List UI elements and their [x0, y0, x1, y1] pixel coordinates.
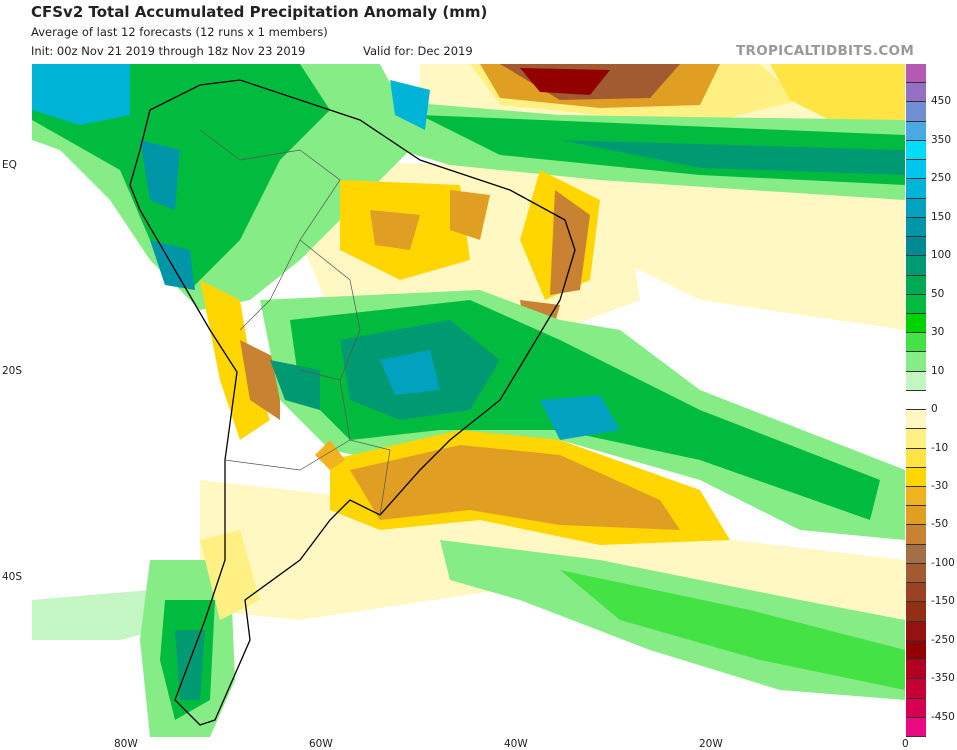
colorbar-label: -250 [931, 633, 955, 646]
colorbar-label: 30 [931, 326, 945, 339]
colorbar-label: -350 [931, 672, 955, 685]
colorbar [906, 64, 926, 737]
colorbar-label: 0 [931, 403, 938, 416]
colorbar-segment [906, 467, 926, 488]
colorbar-label: 450 [931, 95, 952, 108]
colorbar-segment [906, 237, 926, 257]
colorbar-segment [906, 544, 926, 564]
colorbar-label: 10 [931, 364, 945, 377]
colorbar-label: -450 [931, 710, 955, 723]
valid-time: Valid for: Dec 2019 [363, 44, 473, 58]
map-title: CFSv2 Total Accumulated Precipitation An… [31, 3, 488, 21]
colorbar-segment [906, 217, 926, 238]
colorbar-segment [906, 717, 926, 737]
colorbar-segment [906, 583, 926, 603]
colorbar-label: 150 [931, 210, 952, 223]
lon-label-80w: 80W [114, 738, 138, 750]
colorbar-segment [906, 487, 926, 507]
colorbar-label: -30 [931, 480, 949, 493]
colorbar-segment [906, 179, 926, 199]
colorbar-segment [906, 371, 926, 391]
colorbar-segment [906, 525, 926, 545]
colorbar-segment [906, 160, 926, 180]
colorbar-segment [906, 102, 926, 122]
colorbar-segment [906, 698, 926, 718]
colorbar-segment [906, 410, 926, 430]
colorbar-segment [906, 602, 926, 622]
south-america-coastline [129, 79, 576, 726]
lon-label-0: 0 [902, 738, 909, 750]
colorbar-segment [906, 83, 926, 103]
colorbar-segment [906, 64, 926, 84]
colorbar-segment [906, 313, 926, 334]
lat-label-eq: EQ [2, 159, 17, 171]
colorbar-segment [906, 448, 926, 468]
lat-label-20s: 20S [2, 365, 23, 377]
colorbar-segment [906, 640, 926, 661]
colorbar-label: -150 [931, 595, 955, 608]
colorbar-segment [906, 140, 926, 161]
colorbar-label: 100 [931, 249, 952, 262]
colorbar-segment [906, 294, 926, 314]
colorbar-segment [906, 275, 926, 295]
watermark: TROPICALTIDBITS.COM [736, 43, 915, 59]
init-time: Init: 00z Nov 21 2019 through 18z Nov 23… [31, 44, 306, 58]
country-borders [199, 129, 391, 516]
colorbar-segment [906, 198, 926, 218]
colorbar-label: 350 [931, 133, 952, 146]
anomaly-field [32, 64, 905, 737]
colorbar-segment [906, 660, 926, 680]
colorbar-segment [906, 506, 926, 526]
lat-label-40s: 40S [2, 571, 23, 583]
colorbar-segment [906, 679, 926, 699]
colorbar-segment [906, 621, 926, 641]
lon-label-20w: 20W [699, 738, 723, 750]
colorbar-segment [906, 390, 926, 411]
lon-label-60w: 60W [309, 738, 333, 750]
colorbar-segment [906, 121, 926, 141]
lon-label-40w: 40W [504, 738, 528, 750]
colorbar-segment [906, 333, 926, 353]
colorbar-segment [906, 563, 926, 584]
colorbar-label: 250 [931, 172, 952, 185]
precipitation-anomaly-map [32, 64, 905, 737]
colorbar-label: -10 [931, 441, 949, 454]
colorbar-segment [906, 429, 926, 449]
colorbar-label: -50 [931, 518, 949, 531]
colorbar-segment [906, 256, 926, 276]
map-subtitle: Average of last 12 forecasts (12 runs x … [31, 25, 328, 39]
colorbar-segment [906, 352, 926, 372]
colorbar-label: 50 [931, 287, 945, 300]
colorbar-label: -100 [931, 556, 955, 569]
